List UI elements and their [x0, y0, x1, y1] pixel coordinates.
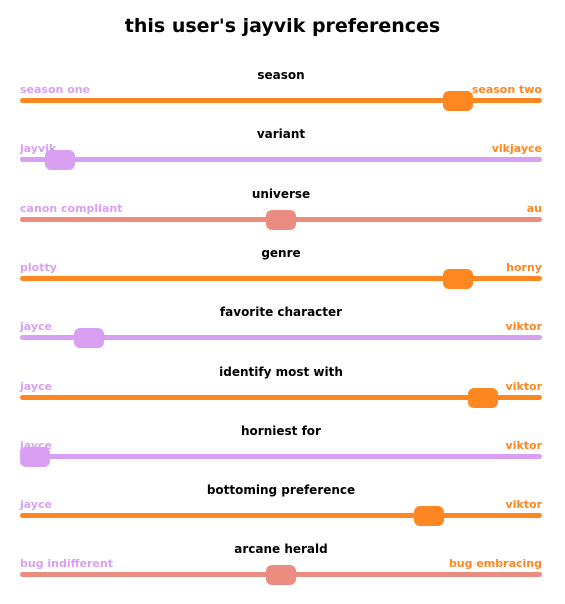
slider-min-label: season one: [20, 83, 91, 96]
slider-identify-most-with: identify most with jayce viktor: [20, 365, 542, 415]
slider-title: favorite character: [219, 305, 343, 319]
slider-track[interactable]: [20, 335, 542, 340]
slider-bottoming-preference: bottoming preference jayce viktor: [20, 483, 542, 533]
slider-min-label: jayce: [20, 320, 53, 333]
slider-title: variant: [256, 127, 306, 141]
slider-min-label: bug indifferent: [20, 557, 114, 570]
slider-horniest-for: horniest for jayce viktor: [20, 424, 542, 474]
slider-thumb[interactable]: [443, 269, 474, 289]
slider-thumb[interactable]: [413, 506, 444, 526]
page-title: this user's jayvik preferences: [124, 15, 441, 37]
slider-arcane-herald: arcane herald bug indifferent bug embracin…: [20, 542, 542, 592]
slider-track[interactable]: [20, 276, 542, 281]
slider-track[interactable]: [20, 454, 542, 459]
slider-track[interactable]: [20, 157, 542, 162]
slider-thumb[interactable]: [74, 328, 105, 348]
slider-max-label: viktor: [505, 439, 543, 452]
slider-genre: genre plotty horny: [20, 246, 542, 296]
slider-title: identify most with: [219, 365, 343, 379]
slider-title: season: [257, 68, 305, 82]
slider-min-label: jayce: [20, 380, 53, 393]
slider-max-label: viktor: [505, 380, 543, 393]
slider-max-label: viktor: [505, 320, 543, 333]
slider-variant: variant jayvik vikjayce: [20, 127, 542, 177]
slider-thumb[interactable]: [44, 150, 75, 170]
slider-title: universe: [251, 187, 311, 201]
slider-max-label: horny: [506, 261, 542, 274]
slider-min-label: plotty: [20, 261, 57, 274]
slider-universe: universe canon compliant au: [20, 187, 542, 237]
slider-max-label: vikjayce: [491, 142, 542, 155]
slider-track[interactable]: [20, 395, 542, 400]
slider-max-label: viktor: [505, 498, 543, 511]
slider-title: arcane herald: [234, 542, 328, 556]
slider-favorite-character: favorite character jayce viktor: [20, 305, 542, 355]
slider-track[interactable]: [20, 513, 542, 518]
slider-thumb[interactable]: [467, 388, 498, 408]
slider-season: season season one season two: [20, 68, 542, 118]
slider-title: bottoming preference: [206, 483, 356, 497]
slider-max-label: au: [526, 202, 542, 215]
slider-max-label: season two: [471, 83, 542, 96]
slider-thumb[interactable]: [443, 91, 474, 111]
slider-title: genre: [261, 246, 301, 260]
slider-thumb[interactable]: [20, 447, 50, 467]
slider-track[interactable]: [20, 98, 542, 103]
slider-max-label: bug embracing: [448, 557, 542, 570]
slider-thumb[interactable]: [266, 210, 296, 230]
slider-thumb[interactable]: [266, 565, 296, 585]
slider-min-label: canon compliant: [20, 202, 123, 215]
slider-min-label: jayce: [20, 498, 53, 511]
slider-title: horniest for: [241, 424, 321, 438]
